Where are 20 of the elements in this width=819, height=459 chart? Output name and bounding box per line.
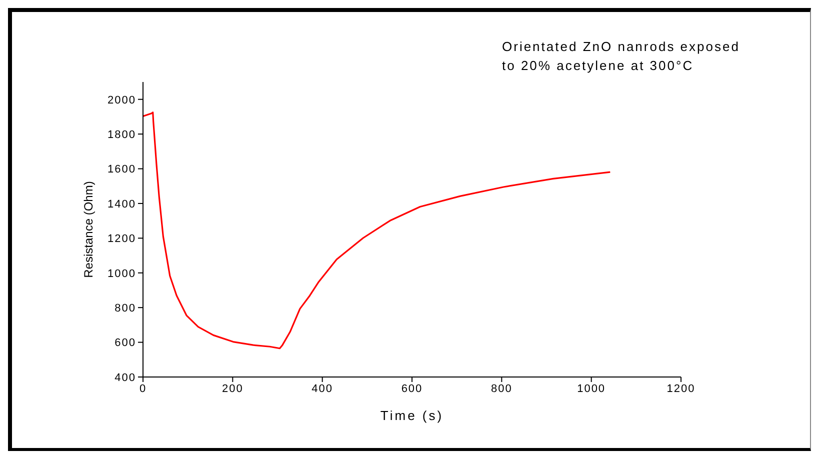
- y-tick-label: 1000: [108, 268, 136, 280]
- y-tick-label: 1400: [108, 198, 136, 210]
- y-tick-label: 1800: [108, 128, 136, 141]
- x-tick-label: 200: [222, 382, 244, 395]
- y-tick-label: 1200: [108, 233, 136, 246]
- x-tick-label: 800: [490, 382, 512, 395]
- y-tick-label: 800: [114, 302, 136, 314]
- y-tick-label: 400: [114, 372, 136, 384]
- line-series: [143, 112, 611, 350]
- x-tick-label: 1200: [666, 382, 696, 395]
- y-tick-label: 600: [114, 337, 136, 350]
- x-tick-label: 1000: [577, 382, 606, 395]
- x-tick-label: 400: [312, 382, 334, 395]
- x-tick-label: 600: [401, 382, 423, 395]
- x-axis-title: Time (s): [380, 408, 444, 423]
- y-tick-label: 1600: [108, 164, 136, 176]
- x-tick-label: 0: [139, 382, 147, 395]
- y-tick-label: 2000: [108, 94, 136, 106]
- y-axis-title: Resistance (Ohm): [81, 181, 96, 278]
- text: Orientated ZnO nanrods exposed to 20% acetylene at 300°C: [502, 38, 740, 75]
